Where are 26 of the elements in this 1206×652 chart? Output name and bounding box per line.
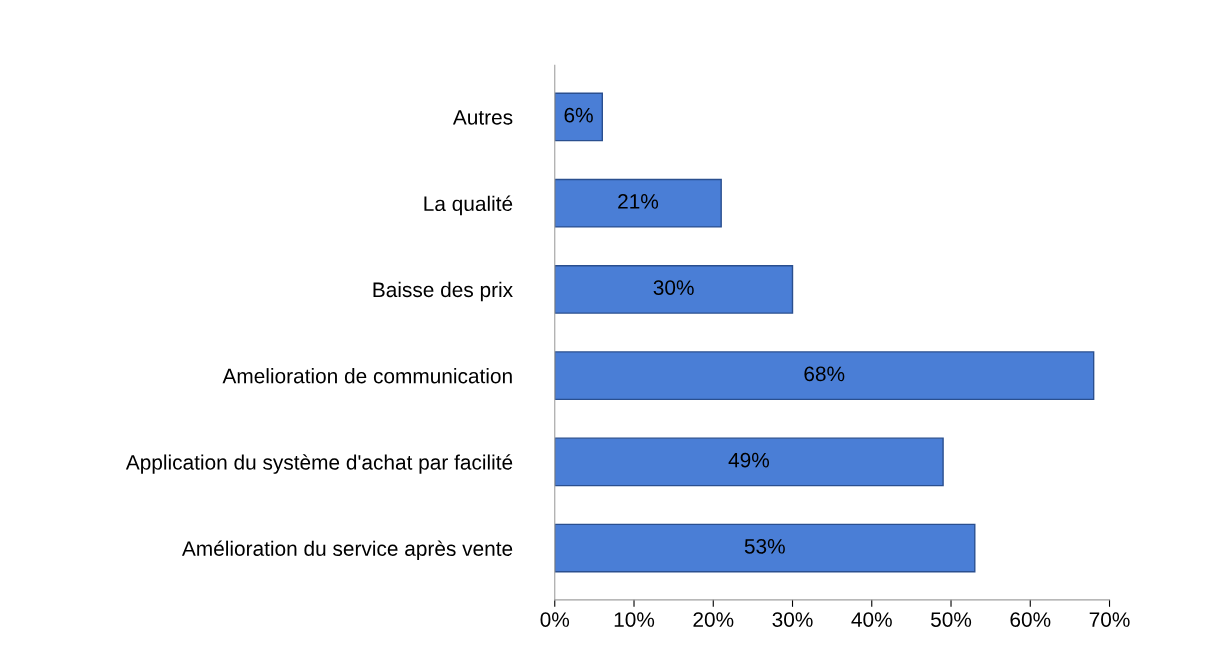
bar [554, 92, 604, 142]
y-tick-label: Amelioration de communication [222, 368, 512, 384]
x-tick-label: 70% [1089, 612, 1130, 627]
y-tick-label: La qualité [424, 195, 513, 216]
y-tick-label: Autres [452, 110, 513, 125]
y-tick-label: Amélioration du service après vente [181, 540, 513, 561]
data-label: 68% [804, 366, 845, 382]
data-label: 53% [744, 538, 785, 554]
x-tick-label: 60% [1010, 612, 1051, 627]
data-label: 49% [728, 452, 770, 468]
bar [554, 351, 1095, 401]
bar [554, 523, 976, 573]
data-label: 6% [564, 107, 593, 123]
x-tick-label: 40% [851, 612, 892, 627]
y-tick-label: Baisse des prix [373, 281, 513, 302]
x-tick-label: 0% [540, 612, 570, 627]
data-label: 21% [618, 194, 659, 209]
x-tick-label: 50% [931, 612, 972, 627]
bar [554, 264, 794, 314]
y-tick-label: Application du système d'achat par facilité [125, 454, 513, 474]
data-label: 30% [653, 280, 694, 295]
bar [554, 437, 944, 487]
x-tick-label: 30% [772, 612, 813, 627]
bar [554, 178, 722, 228]
x-tick-label: 20% [693, 612, 734, 627]
x-tick-label: 10% [614, 612, 655, 627]
